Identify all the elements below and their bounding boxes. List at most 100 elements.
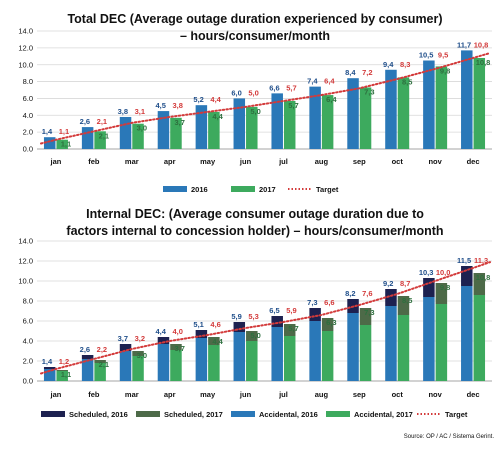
data-label-target: 7,6 [362, 289, 372, 298]
bar-accidental-2017-aug [321, 331, 334, 381]
legend-swatch-accidental-2016 [231, 411, 255, 417]
bar-accidental-2017-nov [435, 304, 448, 381]
data-label-2017: 8,5 [402, 77, 412, 86]
bar-accidental-2017-sep [359, 325, 372, 381]
x-tick-label: nov [428, 390, 442, 399]
data-label-2016: 9,2 [383, 279, 393, 288]
data-label-target: 10,0 [436, 268, 451, 277]
bar-scheduled-2017-feb [94, 360, 106, 363]
bar-accidental-2017-jun [246, 341, 258, 381]
chart2-y-axis: 0.0 2.0 4.0 6.0 8.0 10.0 12.0 14.0 [18, 237, 33, 386]
bar-2016-sep [347, 78, 359, 149]
data-label-target: 5,9 [286, 306, 296, 315]
y-tick-label: 0.0 [23, 377, 33, 386]
bar-scheduled-2017-may [208, 337, 220, 345]
bar-scheduled-2017-jan [56, 370, 68, 371]
chart1-title-line1: Total DEC (Average outage duration exper… [67, 12, 442, 26]
y-tick-label: 0.0 [23, 145, 33, 154]
data-label-2016: 10,5 [419, 51, 434, 60]
bar-2016-nov [423, 60, 435, 149]
data-label-2016: 3,7 [118, 334, 128, 343]
x-tick-label: mar [125, 157, 139, 166]
data-label-target: 8,3 [400, 60, 410, 69]
data-label-2016: 1,4 [42, 127, 53, 136]
data-label-2016: 7,4 [307, 77, 318, 86]
x-tick-label: aug [315, 390, 329, 399]
data-label-2017: 3,0 [137, 351, 147, 360]
bar-2017-jun [246, 106, 258, 149]
bar-2017-dec [473, 57, 486, 149]
bar-2016-aug [309, 86, 321, 149]
data-label-2016: 7,3 [307, 298, 317, 307]
bar-scheduled-2017-aug [321, 318, 334, 331]
data-label-2017: 5,7 [288, 324, 298, 333]
data-label-2017: 9,8 [440, 283, 450, 292]
y-tick-label: 12.0 [18, 257, 33, 266]
chart1-y-axis: 0.0 2.0 4.0 6.0 8.0 10.0 12.0 14.0 [18, 27, 33, 154]
chart1-gridlines [37, 30, 492, 150]
x-tick-label: jun [239, 157, 252, 166]
bar-accidental-2016-oct [385, 306, 397, 381]
x-tick-label: dec [467, 157, 480, 166]
bar-scheduled-2017-nov [435, 283, 448, 304]
data-label-2017: 5,7 [288, 101, 298, 110]
bar-2016-may [195, 105, 208, 149]
source-note: Source: OP / AC / Sistema Gerint. [404, 434, 495, 440]
y-tick-label: 12.0 [18, 43, 33, 52]
x-tick-label: jan [50, 157, 62, 166]
bar-accidental-2016-dec [461, 286, 473, 381]
chart2-bars [43, 266, 486, 381]
legend-swatch-scheduled-2017 [136, 411, 160, 417]
bar-2016-jan [43, 137, 56, 149]
chart1-target-line [40, 52, 491, 145]
bar-scheduled-2017-mar [132, 351, 144, 356]
legend-label-accidental-2017: Accidental, 2017 [354, 410, 413, 419]
data-label-2016: 8,4 [345, 68, 356, 77]
chart1-legend: 2016 2017 Target [163, 185, 339, 194]
x-tick-label: apr [164, 390, 176, 399]
data-label-2017: 3,0 [137, 124, 147, 133]
legend-label-target-2: Target [445, 410, 468, 419]
chart1-title-line2: – hours/consumer/month [180, 29, 330, 43]
chart1-x-axis: jan feb mar apr may jun jul aug sep oct nov dec [50, 157, 480, 166]
y-tick-label: 10.0 [18, 277, 33, 286]
x-tick-label: jul [278, 157, 288, 166]
data-label-2017: 6,3 [326, 318, 336, 327]
data-label-target: 2,2 [97, 345, 107, 354]
data-label-target: 9,5 [438, 51, 448, 60]
data-label-2016: 2,6 [80, 117, 90, 126]
data-label-target: 11,3 [474, 256, 488, 265]
bar-accidental-2017-apr [170, 350, 182, 381]
bar-2016-oct [385, 69, 397, 149]
chart2-data-labels: 1,4 1,2 1,1 2,6 2,2 2,1 3,7 3,2 3,0 4,4 4,0 3,7 5,1 4… [42, 256, 491, 379]
x-tick-label: may [200, 390, 216, 399]
chart2-title-line2: factors internal to concession holder) –… [66, 224, 443, 238]
data-label-2017: 3,7 [174, 118, 184, 127]
data-label-2017: 7,3 [364, 87, 374, 96]
bar-2017-aug [321, 95, 334, 149]
bar-accidental-2017-may [208, 345, 220, 381]
x-tick-label: jul [278, 390, 288, 399]
bar-scheduled-2017-jul [283, 324, 296, 336]
data-label-target: 6,4 [324, 77, 335, 86]
data-label-2017: 7,3 [364, 308, 374, 317]
bar-2017-nov [435, 66, 448, 149]
legend-swatch-scheduled-2016 [41, 411, 65, 417]
y-tick-label: 6.0 [23, 317, 33, 326]
y-tick-label: 8.0 [23, 297, 33, 306]
y-tick-label: 8.0 [23, 77, 33, 86]
bar-accidental-2017-feb [94, 363, 106, 381]
legend-label-scheduled-2016: Scheduled, 2016 [69, 410, 128, 419]
x-tick-label: oct [392, 390, 404, 399]
bar-accidental-2016-feb [81, 359, 94, 381]
bar-2016-jul [271, 93, 283, 149]
x-tick-label: sep [353, 390, 366, 399]
x-tick-label: jun [239, 390, 252, 399]
data-label-target: 5,3 [248, 312, 258, 321]
x-tick-label: jan [50, 390, 62, 399]
data-label-2017: 4,4 [212, 337, 223, 346]
legend-label-target: Target [316, 185, 339, 194]
chart2-title-line1: Internal DEC: (Average consumer outage d… [86, 207, 424, 221]
data-label-target: 2,1 [97, 117, 107, 126]
data-label-2016: 5,1 [193, 320, 203, 329]
